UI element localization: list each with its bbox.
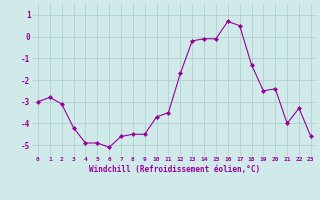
X-axis label: Windchill (Refroidissement éolien,°C): Windchill (Refroidissement éolien,°C) (89, 165, 260, 174)
